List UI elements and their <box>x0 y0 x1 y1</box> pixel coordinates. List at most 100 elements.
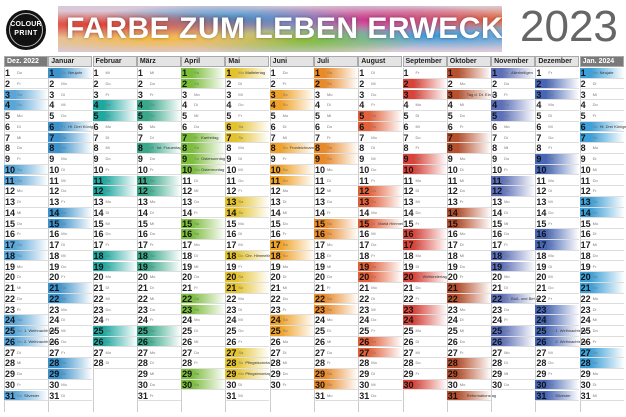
weekday-label: Fr <box>17 306 21 312</box>
day-row: 19 Mi <box>313 262 358 272</box>
weekday-label: Sa <box>17 242 22 247</box>
weekday-label: Do <box>61 188 67 194</box>
weekday-label: Sa <box>459 285 465 290</box>
weekday-label: Do <box>282 220 288 226</box>
day-number: 4 <box>580 100 586 111</box>
weekday-label: Di <box>194 252 198 258</box>
day-number: 4 <box>403 100 409 111</box>
day-number: 12 <box>49 186 60 197</box>
day-row: 15 Mo <box>225 218 270 229</box>
weekday-label: Fr <box>459 349 464 355</box>
weekday-label: So <box>238 209 244 215</box>
calendar-year: 2023 <box>520 2 618 51</box>
weekday-label: Di <box>459 392 464 398</box>
day-row: 9 So <box>313 154 358 165</box>
day-row: 24 Mi <box>225 315 270 326</box>
weekday-label: Mi <box>415 123 420 129</box>
weekday-label: So <box>105 263 111 269</box>
day-number: 3 <box>270 89 276 100</box>
weekday-label: Sa <box>504 177 509 183</box>
day-number: 5 <box>536 111 542 121</box>
weekday-label: Fr <box>105 166 110 172</box>
weekday-label: Sa <box>459 134 465 140</box>
day-row: 14 Sa <box>48 207 93 219</box>
day-row: 3 Mo <box>313 90 358 100</box>
day-row: 4 Mi <box>446 100 491 111</box>
day-row: 6 Fr Hl. Drei Könige <box>48 121 95 133</box>
weekday-label: Mo <box>415 102 422 108</box>
day-number: 23 <box>5 304 16 315</box>
weekday-label: Mo <box>326 392 333 398</box>
day-row: 20 Mi <box>535 272 580 283</box>
day-row: 21 Fr <box>181 283 226 294</box>
day-number: 18 <box>49 250 60 261</box>
day-row: 15 Do <box>4 219 48 229</box>
day-number: 14 <box>314 207 325 218</box>
day-row: 28 Fr <box>181 358 226 369</box>
day-row: 18 Mi <box>48 250 93 262</box>
weekday-label: Mo <box>415 252 422 258</box>
day-row: 4 So <box>4 100 48 111</box>
day-number: 16 <box>403 229 414 240</box>
day-number: 25 <box>5 326 16 336</box>
day-number: 22 <box>536 293 547 304</box>
day-row: 7 Di <box>92 133 137 143</box>
day-number: 14 <box>492 207 503 218</box>
weekday-label: So <box>371 123 377 129</box>
weekday-label: Sa <box>238 274 244 280</box>
day-number: 29 <box>536 369 547 379</box>
weekday-label: So <box>61 371 67 376</box>
weekday-label: Mi <box>149 220 155 226</box>
column-divider <box>181 68 183 412</box>
day-number: 31 <box>314 390 325 401</box>
day-number: 3 <box>536 89 542 100</box>
day-number: 15 <box>226 218 237 229</box>
day-row: 16 Di <box>225 229 270 240</box>
day-number: 14 <box>536 207 547 218</box>
day-number: 16 <box>182 229 193 240</box>
day-row: 26 Fr <box>579 337 624 348</box>
day-number: 20 <box>536 272 547 283</box>
day-row: 29 Fr <box>402 369 447 380</box>
weekday-label: Do <box>548 285 554 290</box>
holiday-label: Pfingstsonntag <box>245 360 272 366</box>
day-number: 28 <box>403 358 414 369</box>
weekday-label: So <box>194 156 200 161</box>
day-number: 12 <box>5 186 16 197</box>
day-row: 18 Mo <box>535 251 580 262</box>
day-row: 23 Fr <box>4 304 48 315</box>
day-row: 26 Fr <box>225 337 270 348</box>
weekday-label: Di <box>504 360 508 366</box>
weekday-label: So <box>415 317 421 323</box>
day-number: 3 <box>182 89 188 100</box>
weekday-label: Fr <box>61 274 66 280</box>
column-divider <box>579 68 581 412</box>
weekday-label: Do <box>105 306 111 312</box>
day-row: 18 Sa <box>491 250 536 262</box>
weekday-label: Sa <box>238 123 244 129</box>
day-row: 6 Do <box>313 122 358 133</box>
weekday-label: Mo <box>548 102 554 108</box>
weekday-label: Di <box>371 145 376 151</box>
day-number: 9 <box>492 154 498 164</box>
day-number: 10 <box>536 164 547 175</box>
weekday-label: Sa <box>548 156 554 161</box>
weekday-label: Mi <box>371 80 376 86</box>
weekday-label: Mi <box>326 338 332 344</box>
day-row: 30 Do <box>491 380 536 391</box>
weekday-label: Do <box>238 328 244 333</box>
weekday-label: Mo <box>592 371 599 376</box>
weekday-label: Mi <box>504 295 509 301</box>
weekday-label: Mi <box>415 349 420 355</box>
day-row: 12 Di <box>402 186 447 197</box>
day-row: 17 So <box>535 240 580 251</box>
day-row: 6 Fr <box>446 122 491 133</box>
day-row: 14 Do <box>402 208 447 219</box>
day-number: 7 <box>137 132 143 143</box>
day-number: 20 <box>492 272 503 283</box>
weekday-label: Do <box>282 295 288 301</box>
day-row: 14 So <box>579 207 624 219</box>
day-number: 14 <box>49 207 60 218</box>
weekday-label: So <box>194 231 200 237</box>
day-row: 13 Fr <box>446 197 491 208</box>
